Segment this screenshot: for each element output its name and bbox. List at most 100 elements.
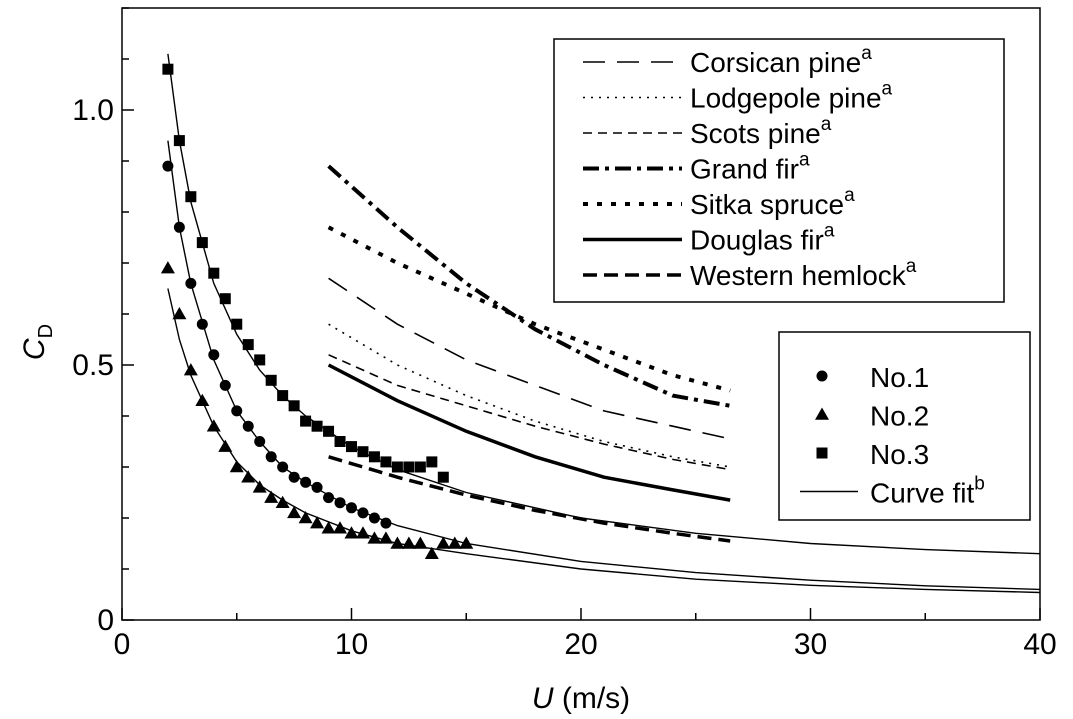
legend-label-superscript: a (824, 221, 835, 242)
data-point-no2 (195, 393, 210, 406)
species-curve-douglas-fir (327, 363, 731, 502)
x-tick-label: 20 (564, 628, 597, 661)
data-point-no2 (413, 536, 428, 549)
samples-legend-box (778, 331, 1031, 521)
legend-label-text: No.3 (870, 439, 929, 470)
data-point-no3 (277, 390, 289, 402)
legend-label-superscript: a (799, 150, 810, 171)
data-point-no3 (426, 456, 438, 468)
y-tick-label: 0 (97, 604, 114, 637)
data-point-no2 (206, 419, 221, 432)
data-point-no3 (391, 461, 403, 473)
data-point-no1 (208, 349, 220, 361)
x-axis-label-unit: (m/s) (554, 682, 631, 715)
data-point-no2 (355, 526, 370, 539)
x-axis-label: U (m/s) (532, 682, 630, 715)
data-point-no1 (196, 318, 208, 330)
data-point-no2 (298, 511, 313, 524)
data-point-no2 (367, 531, 382, 544)
data-point-no1 (162, 160, 174, 172)
data-point-no1 (300, 476, 312, 488)
data-point-no2 (218, 439, 233, 452)
legend-label: Douglas fira (690, 221, 835, 256)
data-point-no3 (403, 461, 415, 473)
legend-label: Grand fira (690, 150, 810, 185)
data-point-no2 (252, 480, 267, 493)
data-point-no3 (185, 191, 197, 203)
data-point-no3 (288, 400, 300, 412)
data-point-no1 (334, 497, 346, 509)
data-point-no1 (380, 517, 392, 529)
data-point-no2 (229, 460, 244, 473)
data-point-no3 (311, 420, 323, 432)
x-tick-label: 10 (335, 628, 368, 661)
data-point-no3 (242, 339, 254, 351)
data-point-no1 (173, 221, 185, 233)
data-point-no2 (275, 495, 290, 508)
data-point-no1 (357, 507, 369, 519)
data-point-no2 (436, 536, 451, 549)
x-tick-label: 40 (1023, 628, 1056, 661)
data-point-no2 (344, 526, 359, 539)
data-point-no1 (288, 471, 300, 483)
data-point-no1 (323, 492, 335, 504)
data-point-no1 (346, 502, 357, 514)
data-point-no2 (264, 490, 279, 503)
axis-labels: 0 10 20 30 40 0 0.5 1.0 U (m/s) CD (18, 94, 1057, 715)
legend-label-text: Curve fit (870, 478, 974, 509)
legend-label-text: No.1 (870, 362, 929, 393)
legend-label: No.2 (870, 401, 929, 432)
legend-label: Curve fitb (870, 474, 985, 509)
legend-label-superscript: a (821, 114, 832, 135)
legend-label: Corsican pinea (690, 43, 872, 78)
data-point-no3 (300, 415, 312, 427)
y-axis-label-subscript: D (35, 324, 57, 338)
legend-label-text: No.2 (870, 401, 929, 432)
legend-label: Western hemlocka (690, 256, 917, 291)
data-point-no1 (265, 451, 277, 463)
data-point-no2 (424, 546, 439, 559)
data-point-no1 (277, 461, 289, 473)
data-point-no2 (333, 521, 348, 534)
y-axis-label: CD (18, 324, 57, 360)
species-curve-scots-pine (328, 354, 731, 471)
legend-label-superscript: a (844, 185, 855, 206)
legend-label: Scots pinea (690, 114, 832, 149)
data-point-no2 (160, 261, 175, 274)
legend-label: No.1 (870, 362, 929, 393)
legend-label-superscript: a (906, 256, 917, 277)
legend-label-text: Douglas fir (690, 225, 824, 256)
samples-legend: No.1 No.2 No.3 Curve fitb (778, 331, 1031, 521)
legend-marker-circle (816, 370, 828, 382)
data-point-no3 (414, 461, 426, 473)
legend-label-superscript: a (882, 79, 893, 100)
legend-label: Lodgepole pinea (690, 79, 893, 114)
data-point-no1 (368, 512, 380, 524)
data-point-no1 (311, 481, 323, 493)
data-point-no2 (183, 363, 198, 376)
data-point-no1 (219, 379, 231, 391)
species-legend-box (553, 38, 1005, 303)
x-tick-label: 0 (114, 628, 131, 661)
legend-label: No.3 (870, 439, 929, 470)
x-tick-label: 30 (794, 628, 827, 661)
data-point-no2 (287, 505, 302, 519)
data-point-no3 (208, 267, 220, 279)
legend-label-text: Grand fir (690, 154, 799, 185)
data-point-no3 (323, 425, 335, 437)
data-point-no3 (162, 63, 174, 75)
data-point-no3 (265, 374, 277, 386)
data-point-no2 (447, 536, 462, 549)
legend-label-superscript: b (974, 474, 985, 495)
legend-label-text: Sitka spruce (690, 189, 844, 220)
x-axis-label-symbol: U (532, 682, 554, 715)
legend-label-superscript: a (861, 43, 872, 64)
data-point-no1 (231, 405, 243, 417)
data-point-no2 (390, 536, 405, 549)
data-point-no3 (346, 441, 357, 453)
legend-label-text: Lodgepole pine (690, 83, 882, 114)
data-point-no3 (219, 293, 231, 305)
data-point-no2 (459, 536, 474, 549)
data-point-no2 (241, 470, 256, 483)
data-point-no2 (401, 536, 416, 549)
